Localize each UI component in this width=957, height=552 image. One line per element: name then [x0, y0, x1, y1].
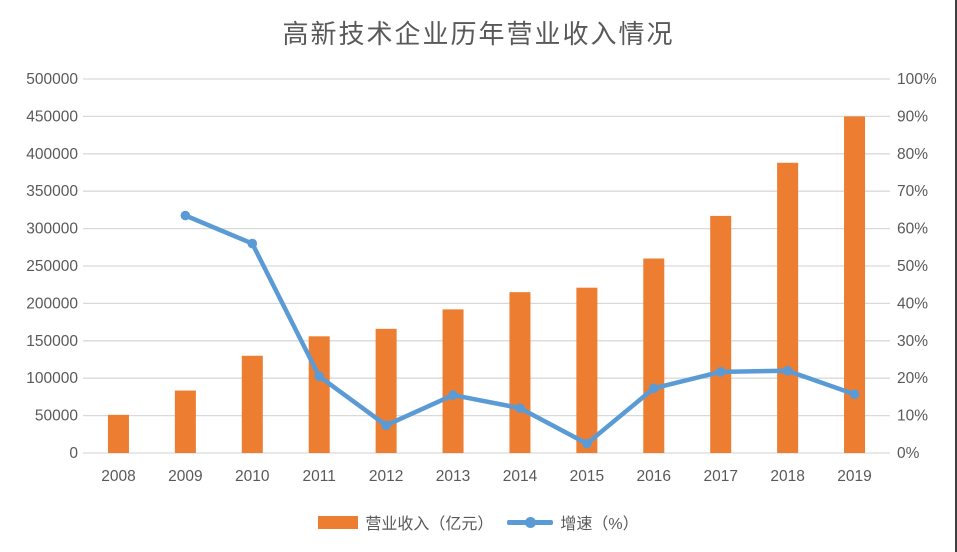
bar-2016: [643, 258, 665, 453]
y-axis-right-tick-label: 30%: [897, 333, 928, 350]
x-axis-label-2011: 2011: [303, 468, 336, 485]
bar-2011: [308, 336, 330, 453]
legend-revenue-swatch-icon: [318, 515, 359, 529]
line-point-2019: [849, 389, 860, 400]
y-axis-right-tick-label: 10%: [897, 408, 928, 425]
line-point-2017: [715, 367, 726, 377]
x-axis-label-2009: 2009: [168, 468, 202, 485]
y-axis-left-tick-label: 350000: [26, 183, 78, 200]
y-axis-right-tick-label: 60%: [897, 221, 928, 238]
y-axis-right-tick-label: 40%: [897, 295, 928, 312]
x-axis-label-2018: 2018: [770, 468, 804, 485]
legend-label-revenue: 营业收入（亿元）: [365, 516, 494, 533]
bar-2017: [710, 215, 732, 453]
x-axis-label-2019: 2019: [837, 468, 871, 485]
legend-label-growth: 增速（%）: [560, 516, 639, 533]
bar-2012: [375, 328, 397, 453]
y-axis-left-tick-label: 50000: [35, 408, 78, 425]
bar-2009: [174, 390, 196, 453]
window-right-edge: [955, 0, 957, 552]
legend: 营业收入（亿元） 增速（%）: [0, 510, 957, 534]
x-axis-label-2015: 2015: [570, 468, 604, 485]
y-axis-left-tick-label: 400000: [26, 146, 78, 163]
x-axis-label-2008: 2008: [101, 468, 135, 485]
x-axis-label-2012: 2012: [369, 468, 403, 485]
bar-2010: [241, 355, 263, 453]
line-point-2015: [582, 438, 592, 449]
y-axis-right-tick-label: 50%: [897, 258, 928, 275]
y-axis-left-tick-label: 0: [69, 445, 78, 462]
line-point-2014: [515, 403, 525, 413]
bar-2019: [844, 116, 866, 454]
x-axis-label-2013: 2013: [436, 468, 470, 485]
y-axis-left-tick-label: 100000: [26, 370, 78, 387]
y-axis-left-tick-label: 200000: [26, 295, 78, 312]
chart-title: 高新技术企业历年营业收入情况: [282, 20, 675, 49]
y-axis-right-tick-label: 80%: [897, 146, 928, 163]
bar-2018: [777, 162, 799, 453]
bar-2008: [107, 414, 129, 453]
line-point-2009: [180, 210, 191, 221]
line-point-2010: [247, 238, 258, 249]
legend-item-revenue: 营业收入（亿元）: [318, 510, 493, 534]
y-axis-left-tick-label: 500000: [26, 71, 78, 88]
bar-2015: [576, 287, 598, 453]
line-point-2013: [448, 390, 458, 400]
y-axis-left-tick-label: 150000: [26, 333, 78, 350]
line-point-2016: [648, 383, 659, 394]
line-point-2018: [782, 365, 793, 376]
y-axis-right-tick-label: 90%: [897, 108, 928, 125]
y-axis-left-tick-label: 450000: [26, 108, 78, 125]
line-point-2012: [381, 420, 391, 431]
bar-2013: [442, 309, 464, 453]
line-point-2011: [314, 371, 325, 382]
y-axis-right-tick-label: 0%: [897, 445, 920, 462]
y-axis-left-tick-label: 250000: [26, 258, 78, 275]
x-axis-label-2010: 2010: [235, 468, 270, 485]
legend-item-growth: 增速（%）: [507, 510, 639, 534]
legend-growth-line-icon: [507, 516, 554, 528]
x-axis-label-2016: 2016: [637, 468, 671, 485]
y-axis-right-tick-label: 20%: [897, 370, 928, 387]
bar-2014: [509, 292, 531, 453]
y-axis-right-tick-label: 100%: [897, 71, 937, 88]
y-axis-left-tick-label: 300000: [26, 221, 78, 238]
y-axis-right-tick-label: 70%: [897, 183, 928, 200]
x-axis-label-2014: 2014: [503, 468, 538, 485]
x-axis-label-2017: 2017: [703, 468, 737, 485]
